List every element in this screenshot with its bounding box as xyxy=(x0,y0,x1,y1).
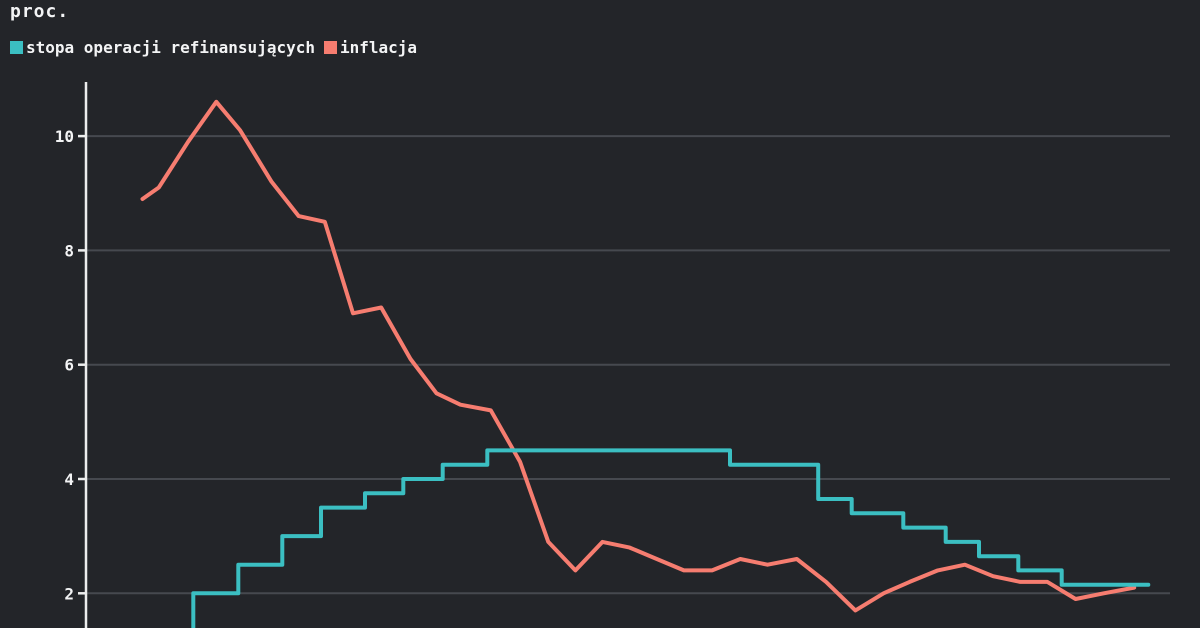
rate-legend-swatch-icon xyxy=(10,41,23,54)
rate-legend-label: stopa operacji refinansujących xyxy=(26,38,315,57)
legend: stopa operacji refinansujących inflacja xyxy=(10,38,417,57)
inflation-legend-label: inflacja xyxy=(339,38,418,57)
legend-item-rate: stopa operacji refinansujących xyxy=(10,38,315,57)
y-tick-label: 8 xyxy=(64,241,74,260)
inflation-line xyxy=(140,99,1137,613)
y-tick-label: 2 xyxy=(64,584,74,603)
y-tick-label: 4 xyxy=(64,470,74,489)
y-tick-label: 6 xyxy=(64,356,74,375)
chart-title: proc. xyxy=(10,1,70,22)
refinancing-rate-line xyxy=(191,448,1151,628)
y-tick-label: 10 xyxy=(55,127,74,146)
legend-item-inflation: inflacja xyxy=(323,38,418,57)
inflation-legend-swatch-icon xyxy=(323,41,337,54)
